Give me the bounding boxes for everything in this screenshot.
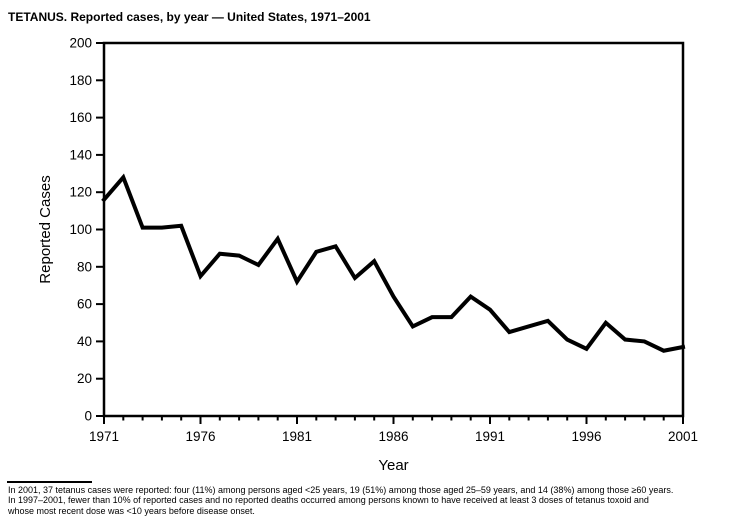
y-axis-tick-label: 160 — [69, 110, 92, 125]
y-axis-tick-label: 180 — [69, 73, 92, 88]
y-axis-tick-label: 20 — [77, 371, 92, 386]
y-axis-tick-label: 80 — [77, 259, 92, 274]
y-axis-tick-label: 60 — [77, 297, 92, 312]
x-axis-tick-label: 1976 — [185, 429, 215, 444]
y-axis-tick-label: 40 — [77, 334, 92, 349]
x-axis-tick-label: 1996 — [571, 429, 601, 444]
footnote-line: In 2001, 37 tetanus cases were reported:… — [8, 485, 674, 495]
x-axis-tick-label: 2001 — [668, 429, 698, 444]
footnote-line: whose most recent dose was <10 years bef… — [8, 505, 255, 516]
x-axis-tick-label: 1981 — [282, 429, 312, 444]
data-series-line — [101, 173, 686, 353]
footnote: In 2001, 37 tetanus cases were reported:… — [8, 485, 673, 516]
y-axis-tick-label: 0 — [84, 409, 92, 424]
x-axis-title: Year — [378, 457, 408, 474]
x-axis-tick-label: 1971 — [89, 429, 119, 444]
y-axis-tick-label: 140 — [69, 147, 92, 162]
y-axis-title: Reported Cases — [37, 175, 54, 283]
x-axis-tick-label: 1986 — [378, 429, 408, 444]
plot-border — [102, 41, 685, 418]
figure-title: TETANUS. Reported cases, by year — Unite… — [8, 10, 371, 24]
x-axis-tick-label: 1991 — [475, 429, 505, 444]
y-axis-tick-label: 100 — [69, 222, 92, 237]
footnote-rule — [7, 481, 92, 483]
y-axis-tick-label: 200 — [69, 36, 92, 51]
line-chart: 0 20 40 60 80 100 120 140 160 180 200 1971 1976 1981 1… — [37, 36, 698, 475]
y-axis-tick-label: 120 — [69, 185, 92, 200]
footnote-line: In 1997–2001, fewer than 10% of reported… — [8, 495, 649, 506]
